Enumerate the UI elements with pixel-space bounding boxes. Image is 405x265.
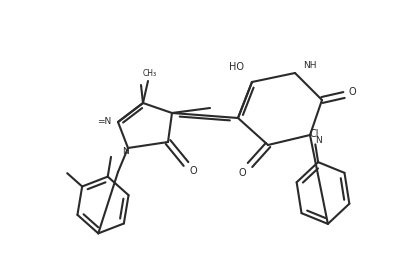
Text: CH₃: CH₃ <box>143 68 157 77</box>
Text: =N: =N <box>96 117 111 126</box>
Text: O: O <box>238 168 245 178</box>
Text: N: N <box>314 135 321 144</box>
Text: O: O <box>347 87 355 97</box>
Text: Cl: Cl <box>308 130 318 139</box>
Text: N: N <box>122 147 129 156</box>
Text: NH: NH <box>302 60 316 69</box>
Text: O: O <box>189 166 196 176</box>
Text: HO: HO <box>228 62 243 72</box>
